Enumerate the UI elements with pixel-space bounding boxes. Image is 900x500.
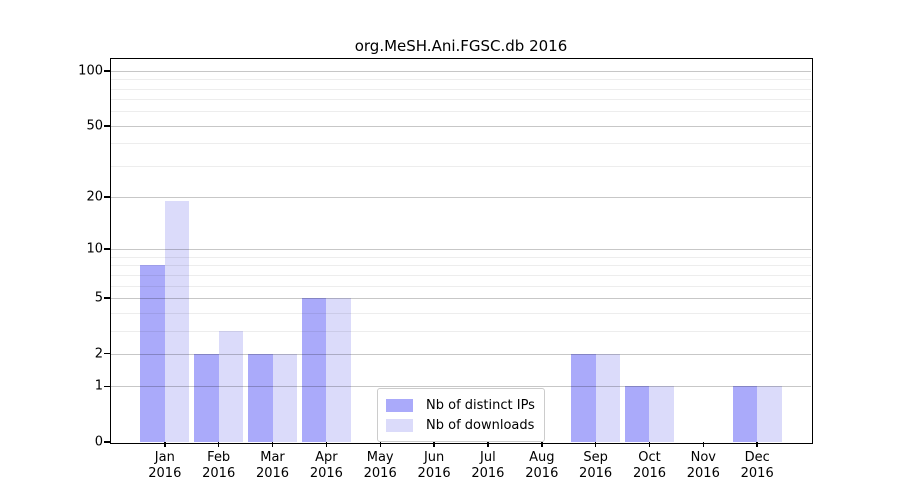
- y-tickmark-5: [104, 297, 110, 299]
- bar-downloads-sep: [595, 353, 621, 442]
- y-tick-label-1: 1: [94, 378, 103, 394]
- bar-distinct-ips-sep: [571, 353, 596, 442]
- y-tick-label-20: 20: [86, 189, 103, 205]
- bar-downloads-oct: [649, 386, 674, 442]
- bar-downloads-jan: [164, 201, 190, 442]
- legend-label-downloads: Nb of downloads: [426, 417, 535, 433]
- gridline-7: [111, 274, 811, 276]
- x-tickmark-aug: [541, 442, 543, 447]
- legend-swatch-distinct-ips: [386, 398, 413, 412]
- y-tickmark-2: [104, 352, 110, 355]
- bar-distinct-ips-mar: [248, 353, 273, 442]
- y-tickmark-10: [104, 248, 110, 250]
- gridline-2: [111, 353, 811, 355]
- gridline-90: [111, 79, 811, 81]
- gridline-20: [111, 197, 811, 199]
- gridline-1: [111, 386, 811, 388]
- x-tickmark-nov: [702, 442, 705, 447]
- y-tickmark-1: [104, 385, 110, 387]
- y-tickmark-20: [104, 196, 110, 198]
- gridline-50: [111, 125, 811, 127]
- x-tick-label-sep: Sep 2016: [579, 450, 613, 481]
- y-tickmark-0: [104, 441, 110, 443]
- x-tick-label-may: May 2016: [363, 450, 397, 481]
- chart-title: org.MeSH.Ani.FGSC.db 2016: [354, 37, 568, 55]
- gridline-9: [111, 256, 811, 258]
- bar-distinct-ips-dec: [732, 386, 758, 442]
- legend: Nb of distinct IPs Nb of downloads: [377, 388, 545, 442]
- x-tick-label-jul: Jul 2016: [471, 450, 505, 481]
- x-tick-label-feb: Feb 2016: [202, 450, 236, 481]
- y-tick-label-2: 2: [94, 346, 103, 362]
- x-tick-label-jan: Jan 2016: [148, 450, 182, 481]
- x-tickmark-oct: [648, 442, 651, 447]
- bar-distinct-ips-feb: [194, 353, 219, 442]
- gridline-6: [111, 285, 811, 287]
- gridline-80: [111, 88, 811, 90]
- legend-label-distinct-ips: Nb of distinct IPs: [426, 397, 535, 413]
- gridline-3: [111, 330, 811, 332]
- gridline-70: [111, 99, 811, 101]
- x-tickmark-jan: [164, 442, 166, 447]
- y-tick-label-5: 5: [94, 290, 103, 306]
- gridline-10: [111, 249, 811, 251]
- bar-distinct-ips-apr: [301, 297, 327, 442]
- legend-swatch-downloads: [386, 418, 413, 432]
- gridline-100: [111, 70, 811, 72]
- y-tick-label-50: 50: [86, 118, 103, 134]
- y-tick-label-10: 10: [86, 241, 103, 257]
- x-tick-label-jun: Jun 2016: [417, 450, 451, 481]
- bar-downloads-dec: [757, 386, 782, 442]
- x-tickmark-mar: [271, 442, 274, 447]
- x-tickmark-apr: [325, 442, 328, 447]
- x-tick-label-aug: Aug 2016: [525, 450, 559, 481]
- x-tick-label-oct: Oct 2016: [632, 450, 667, 481]
- x-tick-label-dec: Dec 2016: [740, 450, 774, 481]
- bar-downloads-feb: [218, 330, 244, 442]
- gridline-60: [111, 111, 811, 113]
- gridline-30: [111, 165, 811, 167]
- x-tickmark-sep: [594, 442, 597, 447]
- x-tickmark-may: [379, 442, 381, 447]
- x-tick-label-nov: Nov 2016: [686, 450, 720, 481]
- x-tick-label-mar: Mar 2016: [255, 450, 290, 481]
- y-tick-label-100: 100: [78, 63, 103, 79]
- gridline-4: [111, 312, 811, 314]
- y-tick-label-0: 0: [94, 434, 103, 450]
- x-tickmark-feb: [217, 442, 220, 447]
- gridline-40: [111, 143, 811, 145]
- y-tickmark-100: [104, 70, 110, 72]
- x-tickmark-jun: [433, 442, 435, 447]
- legend-item-distinct-ips: Nb of distinct IPs: [386, 395, 535, 415]
- legend-item-downloads: Nb of downloads: [386, 415, 535, 435]
- x-tick-label-apr: Apr 2016: [309, 450, 343, 481]
- plot-area: Nb of distinct IPs Nb of downloads: [109, 57, 813, 444]
- bar-downloads-mar: [272, 353, 298, 442]
- bar-distinct-ips-jan: [140, 265, 165, 442]
- bar-downloads-apr: [326, 297, 351, 442]
- x-tickmark-dec: [756, 442, 758, 447]
- x-tickmark-jul: [487, 442, 489, 447]
- y-tickmark-50: [104, 125, 110, 127]
- gridline-8: [111, 265, 811, 267]
- gridline-5: [111, 297, 811, 299]
- bar-distinct-ips-oct: [624, 386, 650, 442]
